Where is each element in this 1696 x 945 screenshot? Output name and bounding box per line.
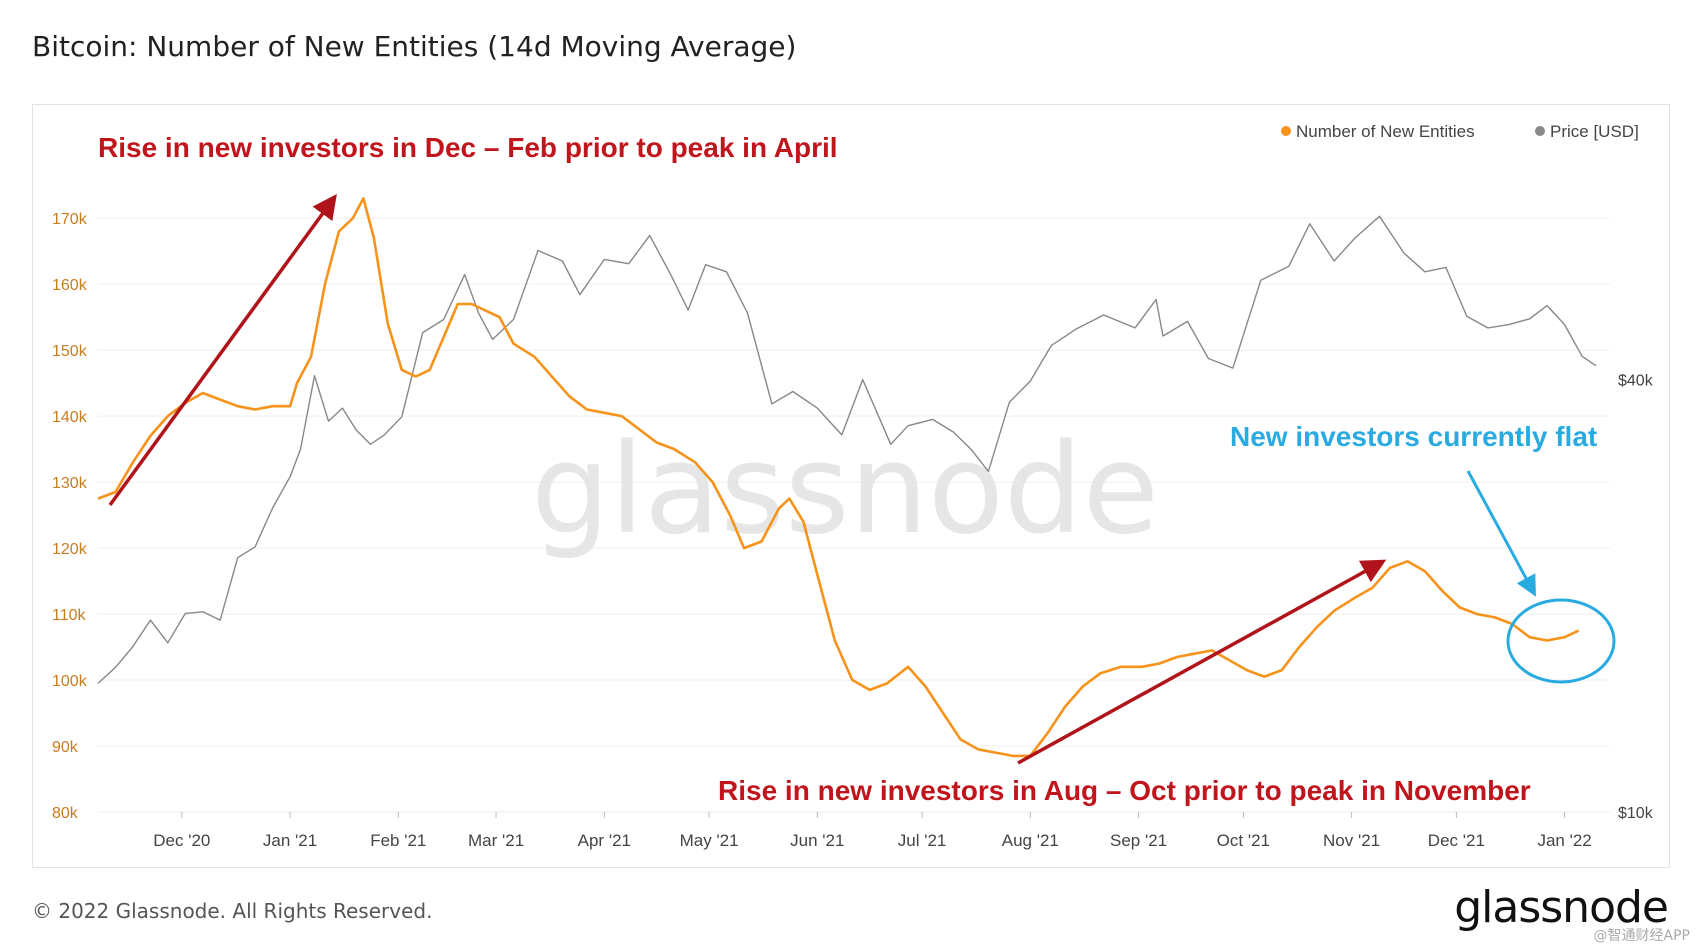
annotation-arrow-dec-feb — [108, 194, 337, 507]
x-tick-label: Dec '21 — [1428, 831, 1485, 850]
x-tick-label: Jan '21 — [263, 831, 317, 850]
y-left-tick-label: 120k — [52, 541, 88, 558]
y-left-tick-label: 170k — [52, 211, 88, 228]
x-tick-label: Nov '21 — [1323, 831, 1380, 850]
series-line-price[interactable] — [97, 215, 1597, 684]
y-right-tick-label: $10k — [1618, 805, 1654, 822]
y-left-tick-label: 100k — [52, 673, 88, 690]
x-tick-label: Dec '20 — [153, 831, 210, 850]
x-tick-label: Oct '21 — [1217, 831, 1270, 850]
x-tick-label: Apr '21 — [578, 831, 631, 850]
legend-marker-price — [1535, 126, 1545, 136]
axes: 80k 90k 100k 110k 120k 130k 140k 150k 160k 170k $1… — [52, 211, 1654, 850]
annotation-dec-feb: Rise in new investors in Dec – Feb prior… — [98, 132, 838, 163]
chart-frame — [32, 104, 1670, 868]
y-left-tick-label: 130k — [52, 475, 88, 492]
x-tick-label: Jun '21 — [790, 831, 844, 850]
series-line-new-entities[interactable] — [97, 197, 1580, 758]
y-left-tick-label: 140k — [52, 409, 88, 426]
x-tick-label: May '21 — [680, 831, 739, 850]
y-left-tick-label: 150k — [52, 343, 88, 360]
y-left-tick-label: 80k — [52, 805, 79, 822]
legend: Number of New Entities Price [USD] — [1281, 122, 1639, 141]
y-right-tick-label: $40k — [1618, 373, 1654, 390]
annotation-circle-flat — [1506, 598, 1616, 684]
x-tick-label: Mar '21 — [468, 831, 524, 850]
y-left-tick-label: 90k — [52, 739, 79, 756]
legend-marker-entities — [1281, 126, 1291, 136]
footer-logo[interactable]: glassnode — [1454, 882, 1669, 933]
footer-copyright: © 2022 Glassnode. All Rights Reserved. — [32, 899, 433, 923]
footer-watermark: @智通财经APP — [1593, 928, 1690, 944]
legend-label-entities[interactable]: Number of New Entities — [1296, 122, 1475, 141]
annotation-arrow-flat — [1466, 470, 1536, 597]
y-left-tick-label: 110k — [52, 607, 87, 624]
series-layer — [97, 197, 1597, 758]
x-tick-label: Feb '21 — [370, 831, 426, 850]
x-tick-label: Aug '21 — [1002, 831, 1059, 850]
page-title: Bitcoin: Number of New Entities (14d Mov… — [32, 30, 797, 63]
y-left-tick-label: 160k — [52, 277, 88, 294]
annotation-aug-oct: Rise in new investors in Aug – Oct prior… — [718, 775, 1531, 806]
x-tick-label: Jan '22 — [1537, 831, 1591, 850]
legend-label-price[interactable]: Price [USD] — [1550, 122, 1639, 141]
annotation-flat: New investors currently flat — [1230, 421, 1597, 452]
x-tick-label: Jul '21 — [898, 831, 947, 850]
background-watermark: glassnode — [531, 418, 1159, 562]
annotation-arrow-aug-oct — [1017, 559, 1387, 765]
annotations: Rise in new investors in Dec – Feb prior… — [98, 132, 1616, 806]
x-tick-label: Sep '21 — [1110, 831, 1167, 850]
